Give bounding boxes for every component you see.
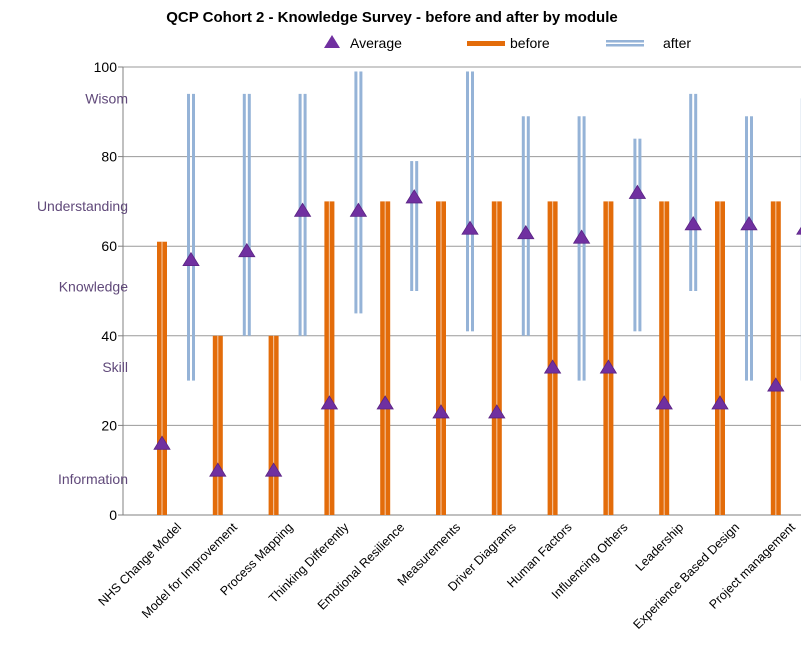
y-tick-label: 20 bbox=[101, 417, 117, 433]
level-label: Skill bbox=[102, 359, 128, 375]
level-label: Understanding bbox=[37, 198, 128, 214]
before-average-marker bbox=[153, 435, 171, 450]
gridlines bbox=[123, 66, 801, 426]
level-label: Knowledge bbox=[59, 279, 128, 295]
after-bar bbox=[694, 93, 698, 291]
after-bar bbox=[526, 116, 530, 336]
y-tick-label: 80 bbox=[101, 149, 117, 165]
after-bar bbox=[410, 161, 414, 291]
before-average-marker bbox=[599, 359, 618, 374]
legend-after-label: after bbox=[663, 35, 691, 51]
after-average-marker bbox=[684, 216, 702, 231]
x-tick-label: Experience Based Design bbox=[631, 520, 743, 632]
after-average-marker bbox=[293, 202, 312, 217]
after-bar bbox=[192, 93, 195, 381]
after-bar bbox=[689, 93, 693, 291]
x-tick-label: Leadership bbox=[633, 520, 687, 574]
y-axis: 0 20 40 60 80 100 bbox=[94, 59, 801, 523]
after-average-marker bbox=[740, 216, 758, 231]
after-bar bbox=[577, 116, 581, 381]
chart-title: QCP Cohort 2 - Knowledge Survey - before… bbox=[166, 9, 617, 26]
after-bar bbox=[359, 71, 363, 314]
level-label: Wisom bbox=[85, 90, 128, 106]
y-tick-label: 100 bbox=[94, 59, 118, 75]
legend-average-label: Average bbox=[350, 35, 402, 51]
after-bar bbox=[638, 138, 642, 332]
before-average-marker bbox=[543, 359, 562, 374]
after-bar bbox=[633, 138, 637, 332]
x-tick-label: Model for Improvement bbox=[139, 520, 240, 621]
after-average-marker bbox=[405, 189, 423, 204]
after-bar bbox=[750, 116, 753, 381]
legend-before-label: before bbox=[510, 35, 550, 51]
after-bars bbox=[187, 71, 801, 381]
before-average-marker bbox=[711, 395, 729, 410]
before-average-marker bbox=[432, 404, 450, 419]
before-bars bbox=[157, 201, 781, 515]
after-average-marker bbox=[796, 226, 801, 235]
after-bar bbox=[521, 116, 525, 336]
after-average-marker bbox=[628, 184, 647, 199]
before-average-marker bbox=[488, 404, 506, 419]
legend-before-swatch bbox=[467, 41, 505, 46]
after-average-marker bbox=[461, 220, 479, 235]
after-bar bbox=[582, 116, 586, 381]
before-average-marker bbox=[376, 395, 394, 410]
legend-after-swatch-bottom bbox=[606, 44, 644, 47]
after-average-marker bbox=[517, 224, 535, 240]
legend-average-marker bbox=[324, 35, 340, 48]
before-average-marker bbox=[655, 395, 673, 410]
y-tick-label: 0 bbox=[109, 507, 117, 523]
after-bar bbox=[242, 93, 246, 336]
after-bar bbox=[247, 93, 251, 336]
y-tick-label: 40 bbox=[101, 328, 117, 344]
legend-after-swatch-top bbox=[606, 40, 644, 43]
before-average-marker bbox=[320, 395, 339, 410]
after-bar bbox=[466, 71, 469, 332]
level-label: Information bbox=[58, 471, 128, 487]
after-average-marker bbox=[572, 229, 591, 244]
after-average-marker bbox=[238, 242, 256, 258]
after-bar bbox=[415, 161, 419, 291]
legend: Average before after bbox=[324, 35, 691, 51]
after-bar bbox=[187, 93, 190, 381]
before-average-marker bbox=[209, 462, 227, 477]
level-labels: Wisom Understanding Knowledge Skill Informat… bbox=[37, 90, 128, 487]
after-average-marker bbox=[182, 251, 200, 267]
before-average-marker bbox=[767, 377, 785, 392]
after-bar bbox=[354, 71, 358, 314]
after-bar bbox=[471, 71, 474, 332]
after-average-marker bbox=[349, 202, 368, 217]
before-average-marker bbox=[264, 462, 283, 477]
after-bar bbox=[745, 116, 748, 381]
average-markers bbox=[153, 184, 801, 477]
y-tick-label: 60 bbox=[101, 238, 117, 254]
